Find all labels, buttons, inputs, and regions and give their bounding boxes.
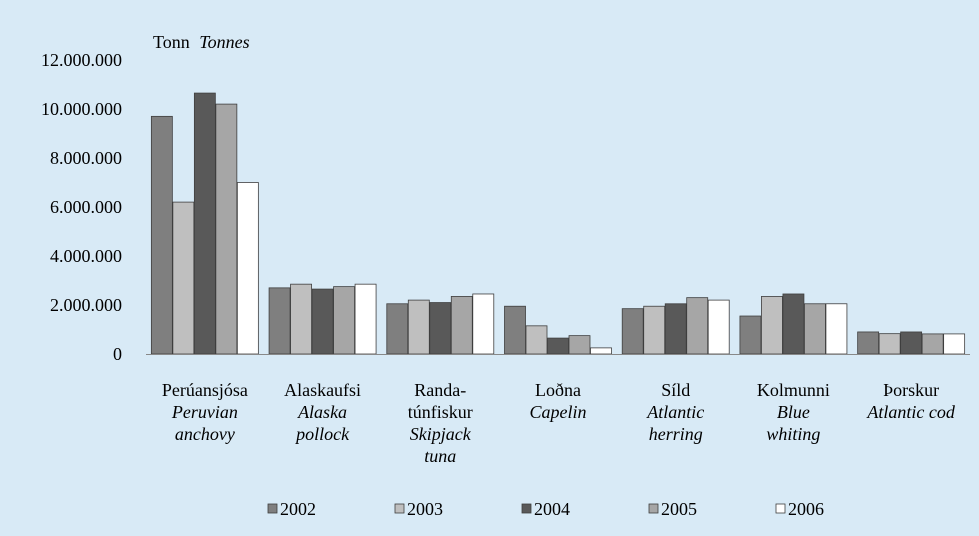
category-label-is: Þorskur bbox=[883, 380, 939, 400]
legend-swatch bbox=[648, 503, 659, 514]
bar-2002 bbox=[504, 305, 526, 355]
y-tick-label: 0 bbox=[113, 344, 122, 364]
category-label-is: túnfiskur bbox=[408, 402, 473, 422]
category-label-en: whiting bbox=[766, 424, 820, 444]
category-label-en: pollock bbox=[294, 424, 350, 444]
unit-label: Tonn Tonnes bbox=[153, 32, 250, 52]
legend: 2002 2003 2004 2005 2006 bbox=[267, 499, 824, 519]
category-label-en: Alaska bbox=[297, 402, 347, 422]
bar-2003 bbox=[525, 325, 548, 355]
category-label-is: Alaskaufsi bbox=[284, 380, 361, 400]
unit-label-is: Tonn bbox=[153, 32, 190, 52]
y-tick-label: 12.000.000 bbox=[41, 50, 122, 70]
y-tick-label: 6.000.000 bbox=[50, 197, 122, 217]
bar-2004 bbox=[782, 293, 805, 355]
bar-2002 bbox=[739, 315, 762, 355]
bar-2006 bbox=[472, 293, 495, 355]
legend-label: 2005 bbox=[661, 499, 697, 519]
category-label-en: Blue bbox=[777, 402, 810, 422]
bar-2003 bbox=[172, 201, 195, 355]
bar-2003 bbox=[407, 299, 430, 355]
y-axis: 0 2.000.000 4.000.000 6.000.000 8.000.000 10.… bbox=[41, 50, 122, 364]
y-tick-label: 8.000.000 bbox=[50, 148, 122, 168]
legend-label: 2003 bbox=[407, 499, 443, 519]
legend-item-2003: 2003 bbox=[394, 499, 443, 519]
bar-2003 bbox=[761, 296, 783, 355]
legend-swatch bbox=[394, 503, 405, 514]
bar-2006 bbox=[825, 303, 848, 355]
bar-2004 bbox=[547, 337, 569, 355]
category-label-is: Loðna bbox=[535, 380, 581, 400]
category-label-is: Kolmunni bbox=[757, 380, 830, 400]
y-tick-label: 2.000.000 bbox=[50, 295, 122, 315]
category-label-en: Atlantic cod bbox=[866, 402, 955, 422]
bar-2006 bbox=[236, 182, 259, 355]
y-tick-label: 10.000.000 bbox=[41, 99, 122, 119]
bar-2006 bbox=[590, 347, 612, 355]
bar-2002 bbox=[857, 331, 880, 355]
bar-2006 bbox=[707, 299, 730, 355]
legend-item-2004: 2004 bbox=[521, 499, 570, 519]
legend-item-2002: 2002 bbox=[267, 499, 316, 519]
bar-2003 bbox=[878, 333, 901, 355]
svg-text:Tonn Tonnes: Tonn Tonnes bbox=[153, 32, 250, 52]
category-label-is: Randa- bbox=[414, 380, 466, 400]
legend-swatch bbox=[521, 503, 532, 514]
legend-label: 2004 bbox=[534, 499, 570, 519]
bar-2002 bbox=[621, 308, 644, 355]
bar-2005 bbox=[450, 296, 473, 355]
bar-2005 bbox=[215, 103, 238, 355]
legend-swatch bbox=[267, 503, 278, 514]
y-tick-label: 4.000.000 bbox=[50, 246, 122, 266]
unit-label-en: Tonnes bbox=[199, 32, 249, 52]
bar-2005 bbox=[921, 333, 944, 355]
legend-item-2005: 2005 bbox=[648, 499, 697, 519]
category-label-en: Capelin bbox=[530, 402, 587, 422]
bar-2005 bbox=[804, 303, 826, 355]
bar-2002 bbox=[268, 287, 291, 355]
bar-2003 bbox=[643, 305, 666, 355]
category-label-en: Atlantic bbox=[646, 402, 704, 422]
bar-2006 bbox=[943, 333, 966, 355]
bar-2004 bbox=[664, 303, 687, 355]
category-label-en: Peruvian bbox=[171, 402, 238, 422]
legend-swatch bbox=[775, 503, 786, 514]
category-label-en: tuna bbox=[424, 446, 456, 466]
bar-2003 bbox=[290, 283, 312, 355]
category-label-en: herring bbox=[649, 424, 703, 444]
category-label-en: anchovy bbox=[175, 424, 235, 444]
bar-2004 bbox=[900, 331, 923, 355]
bar-2004 bbox=[193, 92, 216, 355]
category-label-en: Skipjack bbox=[410, 424, 472, 444]
category-label-is: Perúansjósa bbox=[162, 380, 248, 400]
bar-2006 bbox=[354, 283, 377, 355]
category-label-is: Síld bbox=[661, 380, 690, 400]
bars bbox=[150, 92, 966, 355]
bar-2002 bbox=[150, 115, 173, 355]
legend-item-2006: 2006 bbox=[775, 499, 824, 519]
legend-label: 2006 bbox=[788, 499, 824, 519]
legend-label: 2002 bbox=[280, 499, 316, 519]
bar-2004 bbox=[311, 288, 334, 355]
bar-2005 bbox=[686, 297, 709, 355]
bar-2005 bbox=[333, 286, 355, 355]
bar-2002 bbox=[386, 303, 409, 355]
bar-2004 bbox=[429, 302, 452, 355]
bar-2005 bbox=[568, 335, 591, 355]
